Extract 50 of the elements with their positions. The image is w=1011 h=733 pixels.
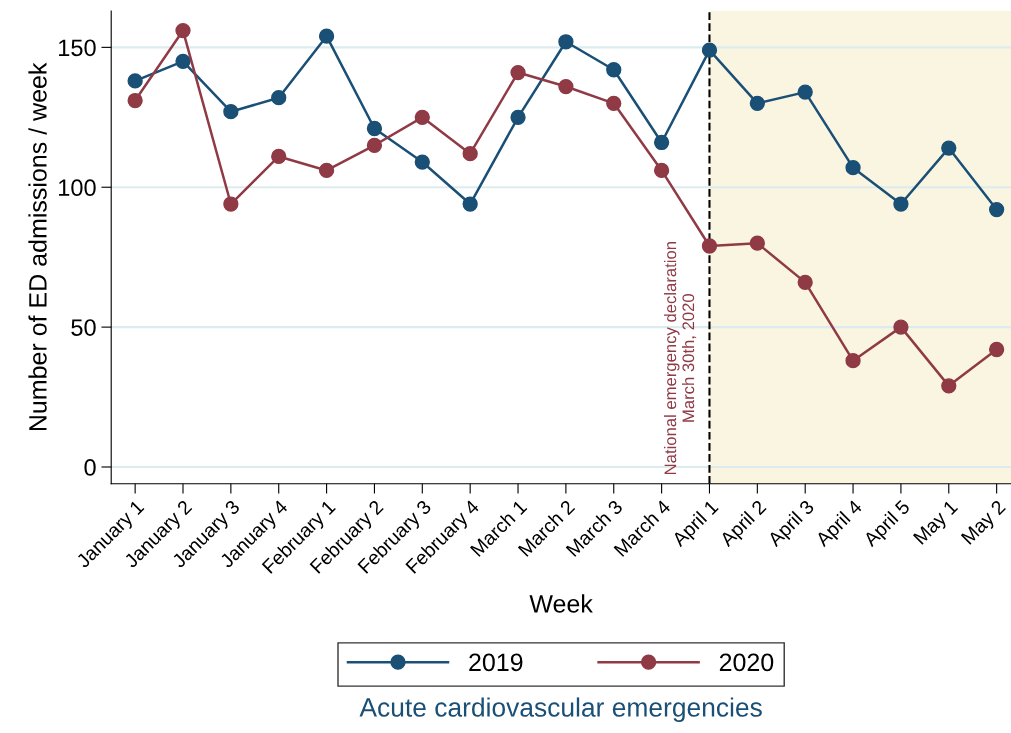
point: [366, 137, 383, 153]
point: [893, 319, 909, 335]
point: [366, 120, 383, 137]
ref-line-label: National emergency declaration March 30th, 2020: [664, 242, 697, 475]
point: [749, 95, 765, 111]
point: [989, 341, 1005, 358]
point: [606, 62, 622, 78]
point: [845, 353, 861, 369]
point: [749, 235, 765, 251]
point: [175, 22, 191, 39]
y-axis-title: Number of ED admissions / week: [28, 62, 47, 431]
legend-label: 2019: [469, 653, 523, 672]
point: [701, 42, 718, 58]
point: [127, 73, 143, 89]
point: [318, 28, 335, 44]
point: [845, 160, 861, 176]
point: [558, 34, 574, 50]
x-axis-title: Week: [529, 594, 593, 613]
x-tick-label: May 1: [912, 499, 961, 548]
y-tick-label: 0: [84, 459, 96, 476]
point: [462, 196, 478, 212]
text: Acute cardiovascular emergencies: [359, 697, 762, 723]
point: [989, 201, 1005, 218]
point: [318, 162, 335, 179]
x-tick-label: May 2: [960, 499, 1009, 548]
point: [510, 109, 526, 125]
point: [653, 134, 670, 151]
point: [510, 64, 526, 81]
point: [941, 140, 957, 156]
point: [558, 78, 574, 95]
point: [127, 92, 143, 109]
y-tick-label: 100: [59, 179, 96, 197]
point: [414, 154, 430, 170]
point: [653, 162, 670, 179]
point: [271, 90, 287, 106]
point: [701, 238, 718, 254]
point: [175, 53, 191, 69]
point: [606, 95, 622, 111]
legend-label: 2020: [719, 653, 774, 672]
y-tick-label: 50: [71, 319, 96, 336]
point: [223, 104, 239, 120]
point: [223, 196, 239, 212]
point: [462, 146, 478, 162]
point: [941, 378, 957, 394]
point: [797, 274, 813, 290]
y-tick-label: 150: [59, 39, 96, 57]
point: [414, 109, 430, 125]
point: [797, 84, 813, 100]
point: [271, 148, 287, 165]
point: [893, 196, 909, 212]
